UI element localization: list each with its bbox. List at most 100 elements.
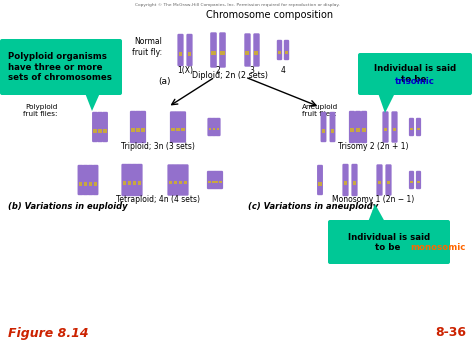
Text: 8-36: 8-36 — [435, 327, 466, 339]
Bar — [137, 181, 141, 185]
FancyBboxPatch shape — [244, 33, 251, 67]
Bar — [220, 51, 225, 55]
Bar — [410, 128, 413, 130]
FancyBboxPatch shape — [186, 34, 192, 66]
Bar — [79, 182, 82, 186]
Bar — [362, 127, 366, 131]
Text: Polyploid
fruit flies:: Polyploid fruit flies: — [24, 104, 58, 116]
Text: Triploid; 3n (3 sets): Triploid; 3n (3 sets) — [121, 142, 195, 151]
FancyBboxPatch shape — [214, 171, 219, 189]
Bar — [98, 129, 102, 133]
Bar — [171, 127, 175, 131]
Text: 4: 4 — [281, 66, 285, 75]
Text: Individual is said
to be: Individual is said to be — [374, 64, 456, 84]
FancyBboxPatch shape — [170, 111, 176, 143]
Bar — [417, 181, 420, 183]
FancyBboxPatch shape — [349, 111, 355, 143]
FancyBboxPatch shape — [207, 171, 212, 189]
FancyBboxPatch shape — [97, 112, 103, 142]
FancyBboxPatch shape — [392, 111, 398, 143]
Bar — [89, 182, 92, 186]
Bar — [93, 129, 97, 133]
Bar — [128, 181, 131, 185]
Text: 3: 3 — [250, 66, 255, 75]
Bar — [246, 51, 249, 55]
Bar — [219, 181, 222, 183]
Text: Tetraploid; 4n (4 sets): Tetraploid; 4n (4 sets) — [116, 195, 200, 204]
Bar — [84, 182, 87, 186]
Text: Copyright © The McGraw-Hill Companies, Inc. Permission required for reproduction: Copyright © The McGraw-Hill Companies, I… — [135, 3, 339, 7]
Text: (a): (a) — [158, 77, 171, 86]
FancyBboxPatch shape — [210, 32, 217, 68]
Bar — [173, 181, 177, 184]
Bar — [410, 181, 413, 183]
FancyBboxPatch shape — [177, 164, 183, 196]
Bar — [208, 181, 211, 183]
Text: monosomic: monosomic — [410, 244, 465, 252]
Bar — [176, 127, 180, 131]
Bar — [211, 51, 216, 55]
FancyBboxPatch shape — [121, 164, 128, 196]
FancyBboxPatch shape — [137, 164, 143, 196]
FancyBboxPatch shape — [88, 165, 93, 195]
Bar — [331, 129, 334, 133]
FancyBboxPatch shape — [211, 118, 217, 136]
FancyBboxPatch shape — [317, 165, 323, 195]
Text: (c) Variations in aneuploidy: (c) Variations in aneuploidy — [248, 202, 378, 211]
Text: to be: to be — [375, 244, 403, 252]
FancyBboxPatch shape — [0, 39, 122, 95]
FancyBboxPatch shape — [253, 33, 260, 67]
Bar — [285, 51, 288, 54]
Bar — [94, 182, 97, 186]
Bar — [212, 181, 215, 183]
FancyBboxPatch shape — [135, 111, 141, 143]
Bar — [136, 127, 140, 131]
FancyBboxPatch shape — [92, 165, 99, 195]
FancyBboxPatch shape — [383, 111, 389, 143]
Text: Diploid; 2n (2 sets): Diploid; 2n (2 sets) — [192, 71, 268, 80]
FancyBboxPatch shape — [180, 111, 186, 143]
Bar — [383, 127, 387, 131]
FancyBboxPatch shape — [385, 164, 392, 196]
FancyBboxPatch shape — [92, 112, 98, 142]
Bar — [179, 52, 182, 56]
FancyBboxPatch shape — [218, 171, 223, 189]
FancyBboxPatch shape — [102, 112, 108, 142]
Text: Polyploid organisms
have three or more
sets of chromosomes: Polyploid organisms have three or more s… — [8, 52, 112, 82]
Bar — [353, 181, 356, 185]
Text: Individual is said: Individual is said — [348, 234, 430, 242]
Bar — [344, 181, 347, 185]
FancyBboxPatch shape — [416, 118, 421, 136]
Text: Monosomy 1 (2n − 1): Monosomy 1 (2n − 1) — [332, 195, 414, 204]
Bar — [123, 181, 127, 185]
FancyBboxPatch shape — [177, 34, 183, 66]
FancyBboxPatch shape — [173, 164, 179, 196]
FancyBboxPatch shape — [376, 164, 383, 196]
Polygon shape — [368, 204, 385, 222]
FancyBboxPatch shape — [175, 111, 181, 143]
FancyBboxPatch shape — [328, 220, 450, 264]
Polygon shape — [85, 93, 100, 111]
FancyBboxPatch shape — [409, 118, 414, 136]
FancyBboxPatch shape — [130, 111, 136, 143]
Bar — [350, 127, 354, 131]
Text: Chromosome composition: Chromosome composition — [207, 10, 334, 20]
Text: Trisomy 2 (2n + 1): Trisomy 2 (2n + 1) — [338, 142, 408, 151]
Polygon shape — [378, 93, 395, 113]
Bar — [188, 52, 191, 56]
Text: 2: 2 — [216, 66, 220, 75]
FancyBboxPatch shape — [210, 171, 216, 189]
FancyBboxPatch shape — [182, 164, 189, 196]
FancyBboxPatch shape — [358, 53, 472, 95]
Bar — [217, 128, 219, 130]
FancyBboxPatch shape — [140, 111, 146, 143]
FancyBboxPatch shape — [320, 112, 327, 142]
FancyBboxPatch shape — [361, 111, 367, 143]
Text: trisomic: trisomic — [395, 76, 435, 86]
FancyBboxPatch shape — [329, 112, 336, 142]
Text: 1(X): 1(X) — [177, 66, 193, 75]
FancyBboxPatch shape — [342, 164, 348, 196]
Bar — [209, 128, 211, 130]
FancyBboxPatch shape — [351, 164, 357, 196]
Bar — [387, 181, 391, 184]
